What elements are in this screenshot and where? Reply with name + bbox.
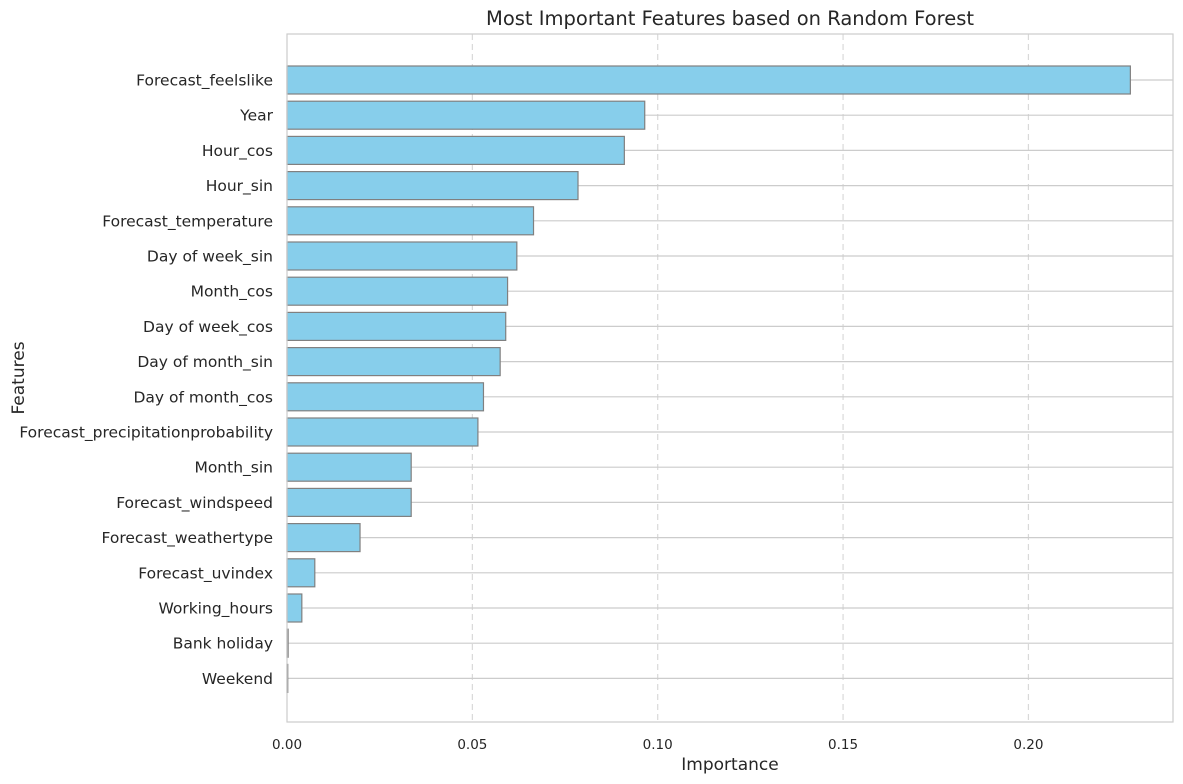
bar-month-cos — [286, 276, 509, 306]
bar-working-hours — [286, 593, 303, 623]
y-tick-label: Month_cos — [191, 283, 273, 302]
y-tick-label: Day of week_cos — [143, 318, 273, 337]
y-tick-label: Forecast_temperature — [102, 212, 273, 231]
y-tick-label: Forecast_weathertype — [102, 529, 273, 548]
y-tick-label: Weekend — [202, 670, 273, 688]
x-axis-label: Importance — [681, 755, 778, 775]
y-tick-label: Forecast_precipitationprobability — [19, 424, 273, 443]
x-tick-label: 0.05 — [457, 737, 487, 753]
y-tick-label: Bank holiday — [173, 635, 273, 653]
bar-forecast-uvindex — [286, 558, 316, 588]
bar-month-sin — [286, 452, 412, 482]
bar-forecast-feelslike — [286, 65, 1131, 95]
bar-day-of-week-sin — [286, 241, 518, 271]
bar-hour-cos — [286, 135, 625, 165]
y-tick-label: Day of month_sin — [137, 353, 273, 372]
bar-day-of-month-sin — [286, 347, 501, 377]
y-tick-label: Hour_sin — [206, 177, 273, 196]
bar-day-of-month-cos — [286, 382, 485, 412]
plot-area-frame — [286, 33, 1174, 723]
bar-forecast-precipitationprobability — [286, 417, 479, 447]
x-tick-label: 0.00 — [272, 737, 302, 753]
y-axis-label: Features — [9, 341, 29, 414]
bar-hour-sin — [286, 171, 579, 201]
bar-year — [286, 100, 646, 130]
y-tick-label: Forecast_uvindex — [138, 564, 273, 583]
x-tick-label: 0.20 — [1013, 737, 1043, 753]
x-tick-labels: 0.00 0.05 0.10 0.15 0.20 — [272, 737, 1043, 753]
y-tick-label: Month_sin — [194, 459, 273, 478]
y-tick-label: Forecast_windspeed — [116, 494, 273, 513]
y-tick-label: Day of week_sin — [147, 248, 273, 267]
y-tick-labels: Forecast_feelslike Year Hour_cos Hour_sin Fo… — [19, 72, 273, 688]
x-tick-label: 0.15 — [828, 737, 858, 753]
y-tick-label: Day of month_cos — [133, 388, 273, 407]
y-tick-label: Year — [239, 107, 273, 125]
bar-forecast-weathertype — [286, 522, 361, 553]
chart-title: Most Important Features based on Random … — [486, 7, 974, 30]
y-tick-label: Hour_cos — [202, 142, 273, 161]
bar-day-of-week-cos — [286, 311, 507, 341]
y-tick-label: Working_hours — [158, 600, 273, 619]
bar-forecast-windspeed — [286, 487, 412, 517]
bar-layer — [286, 65, 1131, 694]
x-tick-label: 0.10 — [643, 737, 673, 753]
y-tick-label: Forecast_feelslike — [136, 72, 273, 91]
bar-forecast-temperature — [286, 206, 535, 236]
